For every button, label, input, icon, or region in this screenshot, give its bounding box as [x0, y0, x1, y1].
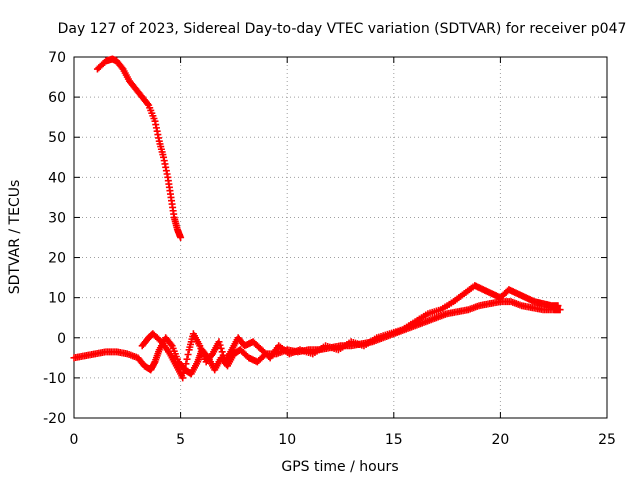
y-tick-label: 70 — [48, 50, 66, 66]
data-point — [167, 340, 175, 348]
data-point — [215, 338, 223, 346]
y-tick-label: 50 — [48, 130, 66, 146]
data-point — [217, 344, 225, 352]
data-point — [183, 355, 191, 363]
series-high-arc — [93, 55, 185, 241]
data-point — [218, 348, 226, 356]
y-tick-label: 60 — [48, 90, 66, 106]
series-low-track-variation — [138, 282, 562, 382]
x-tick-label: 15 — [385, 432, 403, 448]
data-point — [182, 360, 190, 368]
data-point — [184, 350, 192, 358]
data-point — [554, 302, 562, 310]
y-tick-label: -20 — [43, 411, 66, 427]
y-tick-label: 40 — [48, 170, 66, 186]
data-points — [70, 55, 564, 382]
data-point — [180, 369, 188, 377]
y-tick-label: 10 — [48, 291, 66, 307]
y-axis-label: SDTVAR / TECUs — [7, 180, 23, 295]
x-tick-label: 10 — [278, 432, 296, 448]
data-point — [179, 374, 187, 382]
y-tick-label: 30 — [48, 210, 66, 226]
data-point — [177, 234, 185, 241]
plot-frame — [73, 56, 608, 419]
x-tick-label: 0 — [70, 432, 79, 448]
data-point — [181, 365, 189, 373]
grid — [74, 57, 607, 418]
y-tick-label: -10 — [43, 371, 66, 387]
data-point — [556, 306, 564, 314]
y-tick-label: 0 — [57, 331, 66, 347]
x-tick-label: 20 — [491, 432, 509, 448]
axis-ticks: 0 5 10 15 20 25 -20 -10 0 10 20 30 40 50 60 70 — [43, 50, 616, 448]
y-tick-label: 20 — [48, 251, 66, 267]
x-tick-label: 5 — [176, 432, 185, 448]
data-point — [216, 341, 224, 349]
x-axis-label: GPS time / hours — [281, 459, 398, 475]
chart-title: Day 127 of 2023, Sidereal Day-to-day VTE… — [58, 21, 627, 37]
x-tick-label: 25 — [598, 432, 616, 448]
data-point — [144, 100, 152, 108]
